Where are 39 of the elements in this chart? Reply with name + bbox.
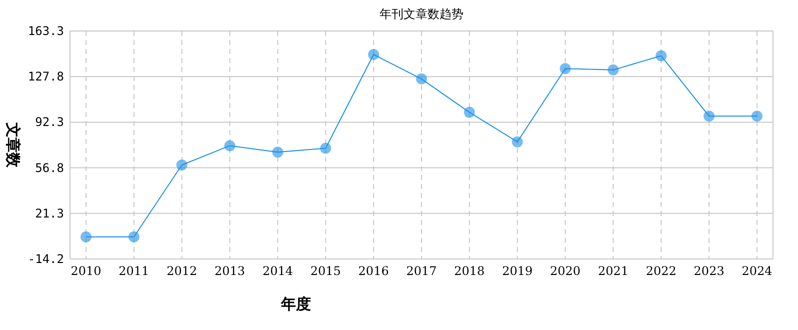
point (656, 50, 667, 62)
x-tick-label: 2018 (454, 264, 485, 278)
y-tick-label: 21.3 (35, 206, 64, 220)
point (128, 231, 140, 242)
point (464, 106, 475, 118)
x-tick-label: 2022 (646, 264, 676, 278)
point (416, 73, 427, 84)
point (608, 64, 619, 76)
point (560, 63, 571, 74)
point (176, 159, 188, 170)
y-tick-label: -14.2 (28, 252, 64, 266)
point (320, 142, 332, 154)
x-tick-label: 2020 (550, 264, 581, 278)
x-tick-label: 2023 (694, 264, 724, 278)
point (368, 49, 380, 60)
x-tick-label: 2019 (502, 264, 533, 278)
y-axis-title: 文章数 (4, 122, 22, 168)
point (752, 110, 762, 122)
x-tick-label: 2014 (262, 264, 294, 278)
x-tick-label: 2013 (214, 264, 246, 278)
y-tick-label: 127.8 (28, 70, 64, 84)
x-tick-label: 2024 (742, 264, 773, 278)
y-tick-label: 56.8 (35, 160, 64, 175)
point (80, 231, 92, 242)
x-tick-label: 2011 (118, 264, 150, 278)
point (272, 146, 284, 158)
x-axis-title: 年度 (280, 295, 311, 313)
x-tick-label: 2021 (598, 264, 628, 278)
x-tick-label: 2017 (406, 264, 437, 278)
y-tick-label: 163.3 (28, 24, 64, 38)
x-tick-label: 2015 (310, 264, 341, 278)
chart-title: 年刊文章数趋势 (380, 7, 464, 21)
x-tick-label: 2012 (166, 264, 198, 278)
point (512, 136, 523, 148)
y-tick-label: 92.3 (35, 115, 64, 130)
point (704, 110, 715, 122)
x-tick-label: 2016 (358, 264, 389, 278)
point (224, 140, 236, 152)
x-tick-label: 2010 (70, 264, 102, 278)
